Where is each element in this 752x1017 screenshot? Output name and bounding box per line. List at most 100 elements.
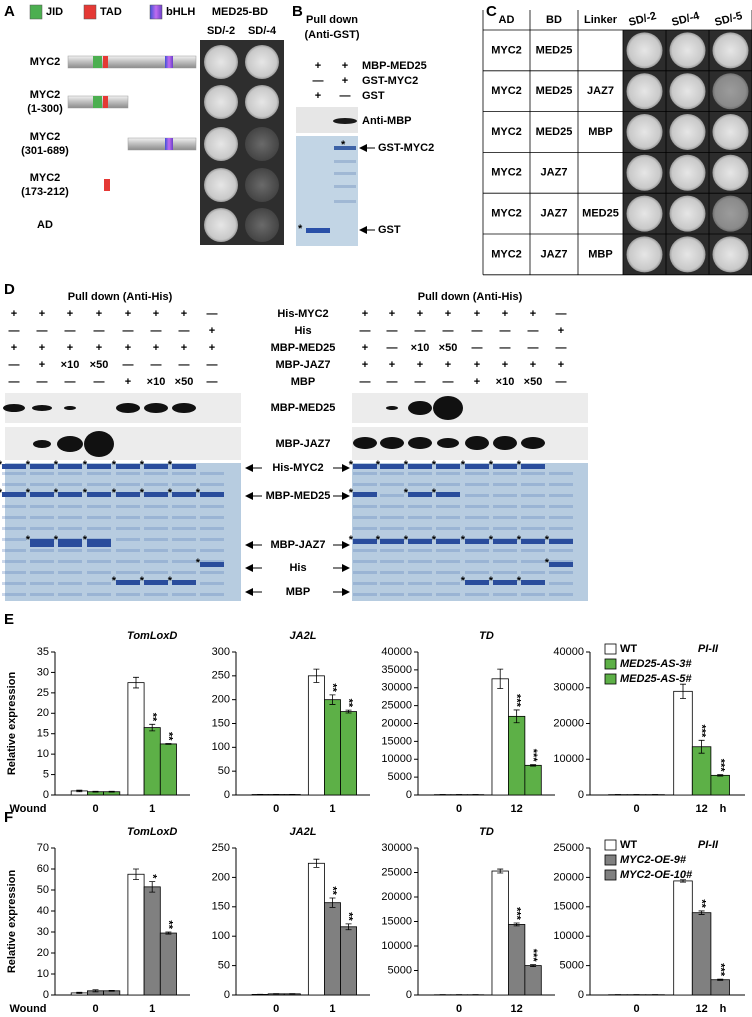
yeast-colony	[204, 208, 238, 242]
star: *	[196, 487, 201, 499]
significance: **	[696, 899, 708, 908]
gel-smear	[2, 538, 26, 541]
y-tick-label: 10000	[381, 753, 412, 765]
sign: —	[179, 325, 190, 337]
gel-band	[353, 492, 377, 497]
legend-swatch	[604, 839, 617, 851]
sign: —	[500, 325, 511, 337]
star: *	[517, 534, 522, 546]
sign: +	[502, 359, 508, 371]
construct-label: MYC2	[30, 56, 61, 68]
gel-band	[408, 539, 432, 544]
star: *	[461, 459, 466, 471]
gel-band	[87, 464, 111, 469]
star: *	[140, 487, 145, 499]
sign: ×50	[439, 342, 458, 354]
blot-band	[64, 406, 76, 410]
blot-band	[408, 437, 432, 449]
x-axis-label: h	[720, 1003, 727, 1015]
sign: —	[415, 376, 426, 388]
yeast-colony	[204, 45, 238, 79]
yeast-colony	[626, 236, 663, 273]
sign: +	[417, 308, 423, 320]
blot-label: Anti-MBP	[362, 115, 412, 127]
yeast-colony	[712, 114, 749, 150]
gel-smear	[549, 593, 573, 596]
yeast-colony	[669, 114, 706, 150]
gel-band	[30, 539, 54, 547]
y-tick-label: 20000	[553, 871, 584, 883]
error-bar	[92, 790, 99, 793]
cell-text: MYC2	[491, 208, 522, 220]
sign: +	[209, 342, 215, 354]
star: *	[26, 534, 31, 546]
star: *	[489, 575, 494, 587]
error-bar	[133, 676, 139, 689]
gel-smear	[58, 527, 82, 530]
sign: ×50	[524, 376, 543, 388]
sign: +	[558, 359, 564, 371]
gel-smear	[380, 505, 404, 508]
sign: —	[37, 325, 48, 337]
gel-smear	[549, 571, 573, 574]
gel-smear	[87, 516, 111, 519]
blot-band	[493, 436, 517, 450]
yeast-colony	[245, 208, 279, 242]
star: *	[376, 534, 381, 546]
gel-smear	[493, 494, 517, 497]
sign: +	[362, 308, 368, 320]
protein-domain	[165, 138, 173, 150]
gel-smear	[493, 516, 517, 519]
legend-swatch	[604, 854, 617, 866]
blot-band	[144, 403, 168, 413]
gel-smear	[116, 538, 140, 541]
star: *	[83, 459, 88, 471]
gel-smear	[87, 549, 111, 552]
gel-smear	[493, 527, 517, 530]
sign: —	[313, 75, 324, 87]
gel-band	[436, 464, 460, 469]
x-tick-label: 12	[511, 803, 523, 815]
sign: +	[445, 359, 451, 371]
gel-smear	[353, 527, 377, 530]
error-bar	[92, 989, 99, 993]
error-bar	[133, 868, 139, 880]
protein-domain	[103, 56, 108, 68]
gel-smear	[144, 483, 168, 486]
gel-smear	[465, 527, 489, 530]
gel-label: His	[289, 562, 306, 574]
construct-label: AD	[37, 219, 53, 231]
gel-band	[58, 539, 82, 547]
star: *	[54, 487, 59, 499]
gel-smear	[408, 505, 432, 508]
star: *	[26, 487, 31, 499]
x-tick-label: 12	[695, 1003, 707, 1015]
gel-smear	[521, 593, 545, 596]
gel-smear	[30, 527, 54, 530]
yeast-colony	[626, 154, 663, 191]
gel-smear	[58, 483, 82, 486]
star: *	[140, 459, 145, 471]
construct-label: (301-689)	[21, 145, 69, 157]
construct-label: (1-300)	[27, 103, 63, 115]
pulldown-title: Pull down (Anti-His)	[68, 291, 173, 303]
gel-band	[408, 464, 432, 469]
gel-smear	[58, 472, 82, 475]
error-bar	[497, 868, 504, 874]
gel-band	[144, 580, 168, 585]
sign: —	[65, 325, 76, 337]
gel-smear	[144, 527, 168, 530]
gel-smear	[465, 472, 489, 475]
star: *	[404, 534, 409, 546]
significance: *	[146, 874, 158, 879]
gel-smear	[493, 571, 517, 574]
gel-smear	[172, 538, 196, 541]
gel-smear	[353, 483, 377, 486]
sign: +	[39, 359, 45, 371]
gel-smear	[436, 483, 460, 486]
gel-smear	[521, 483, 545, 486]
chart-title: TomLoxD	[127, 630, 177, 642]
error-bar	[497, 668, 504, 689]
gel-band	[465, 539, 489, 544]
yeast-colony	[712, 154, 749, 191]
